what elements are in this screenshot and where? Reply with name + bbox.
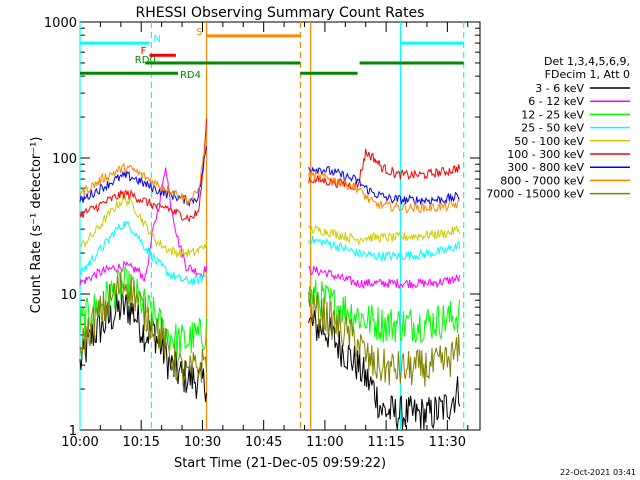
state-bar-label: RD0 [135, 55, 156, 66]
series-line-8 [308, 289, 461, 387]
x-tick-label: 10:30 [184, 435, 221, 450]
legend-label: 12 - 25 keV [521, 108, 584, 121]
footer-date: 22-Oct-2021 03:41 [560, 468, 636, 477]
legend-label: 25 - 50 keV [521, 122, 584, 135]
series-line-3 [308, 235, 461, 263]
chart-title: RHESSI Observing Summary Count Rates [136, 5, 425, 21]
legend-label: 100 - 300 keV [507, 148, 584, 161]
series-line-0 [308, 310, 461, 430]
y-tick-label: 1000 [44, 16, 77, 31]
legend-header: Det 1,3,4,5,6,9, [544, 55, 630, 68]
state-bar-label: S [196, 27, 202, 38]
series-line-4 [79, 194, 207, 258]
state-bar-label: RD4 [180, 70, 201, 81]
series-line-7 [79, 139, 207, 205]
legend-label: 6 - 12 keV [528, 95, 584, 108]
legend-label: 300 - 800 keV [507, 161, 584, 174]
series-line-1 [79, 167, 207, 286]
series-line-8 [79, 271, 207, 387]
series-line-6 [308, 166, 460, 206]
x-tick-label: 10:15 [122, 435, 159, 450]
series-line-7 [308, 169, 460, 214]
legend-label: 7000 - 15000 keV [486, 188, 584, 201]
series-line-2 [308, 279, 461, 344]
series-line-1 [308, 265, 461, 290]
series-line-5 [79, 118, 207, 224]
x-tick-label: 11:15 [367, 435, 404, 450]
legend-label: 3 - 6 keV [535, 82, 584, 95]
series-line-4 [308, 224, 461, 246]
legend: Det 1,3,4,5,6,9,FDecim 1, Att 03 - 6 keV… [486, 55, 630, 201]
x-tick-label: 10:45 [245, 435, 282, 450]
series-line-6 [79, 146, 207, 208]
series-line-3 [79, 220, 207, 286]
x-tick-label: 11:30 [429, 435, 466, 450]
y-tick-label: 10 [60, 288, 77, 303]
plot-area: 1 10 100 1000 10:00 10:15 10:30 10:45 11:00 11:15… [44, 16, 481, 450]
state-bar-label: N [153, 34, 160, 45]
legend-label: 800 - 7000 keV [500, 174, 584, 187]
x-tick-label: 10:00 [61, 435, 98, 450]
state-bar-label: F [141, 46, 147, 57]
x-tick-label: 11:00 [306, 435, 343, 450]
y-axis-label: Count Rate (s⁻¹ detector⁻¹) [29, 137, 44, 314]
x-axis-label: Start Time (21-Dec-05 09:59:22) [174, 456, 386, 471]
y-tick-label: 1 [69, 424, 77, 439]
y-tick-label: 100 [52, 152, 77, 167]
legend-header: FDecim 1, Att 0 [545, 68, 630, 81]
legend-label: 50 - 100 keV [514, 135, 584, 148]
